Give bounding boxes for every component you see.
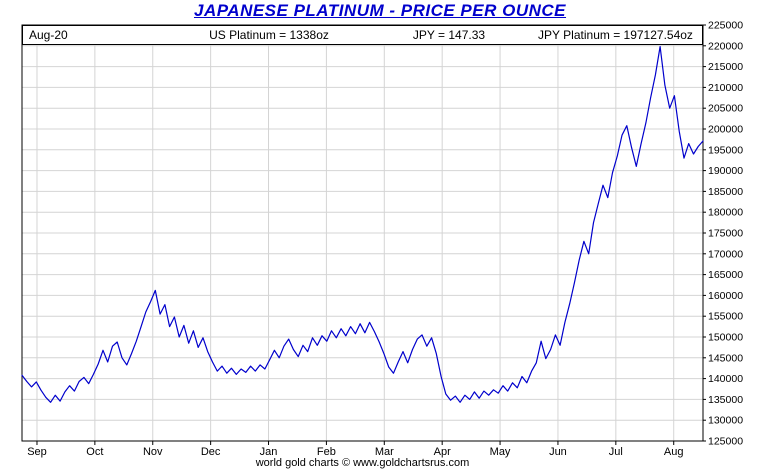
x-tick-label: Apr <box>434 446 451 458</box>
x-tick-label: Jun <box>549 446 567 458</box>
price-line <box>21 45 704 403</box>
y-tick-label: 160000 <box>708 290 743 302</box>
y-tick-label: 130000 <box>708 415 743 427</box>
y-tick-label: 195000 <box>708 144 743 156</box>
y-tick-label: 180000 <box>708 207 743 219</box>
y-tick-label: 125000 <box>708 436 743 448</box>
y-tick-label: 135000 <box>708 394 743 406</box>
date-label: Aug-20 <box>29 28 68 42</box>
y-tick-label: 185000 <box>708 186 743 198</box>
x-tick-label: Jul <box>609 446 623 458</box>
y-tick-label: 210000 <box>708 82 743 94</box>
y-tick-label: 155000 <box>708 311 743 323</box>
x-tick-label: Sep <box>27 446 47 458</box>
x-tick-label: Feb <box>317 446 336 458</box>
jpy-platinum-value: JPY Platinum = 197127.54oz <box>538 28 693 42</box>
y-tick-label: 205000 <box>708 103 743 115</box>
y-tick-label: 200000 <box>708 124 743 136</box>
y-tick-label: 190000 <box>708 165 743 177</box>
y-tick-label: 150000 <box>708 332 743 344</box>
y-tick-label: 165000 <box>708 269 743 281</box>
y-tick-label: 215000 <box>708 61 743 73</box>
x-tick-label: Dec <box>201 446 221 458</box>
jpy-rate-value: JPY = 147.33 <box>412 28 486 42</box>
y-tick-label: 145000 <box>708 352 743 364</box>
page-title: JAPANESE PLATINUM - PRICE PER OUNCE <box>193 1 567 20</box>
y-tick-label: 225000 <box>708 20 743 32</box>
x-tick-label: Mar <box>375 446 394 458</box>
x-tick-label: Oct <box>86 446 103 458</box>
x-tick-label: Aug <box>664 446 684 458</box>
y-tick-label: 175000 <box>708 228 743 240</box>
x-tick-label: Jan <box>260 446 278 458</box>
us-platinum-value: US Platinum = 1338oz <box>209 28 329 42</box>
footer-credit: world gold charts © www.goldchartsrus.co… <box>255 457 470 469</box>
y-tick-label: 140000 <box>708 373 743 385</box>
x-tick-label: Nov <box>143 446 163 458</box>
info-bar: Aug-20 US Platinum = 1338oz JPY = 147.33… <box>22 25 703 45</box>
y-tick-label: 170000 <box>708 248 743 260</box>
x-tick-label: May <box>490 446 511 458</box>
y-tick-label: 220000 <box>708 40 743 52</box>
